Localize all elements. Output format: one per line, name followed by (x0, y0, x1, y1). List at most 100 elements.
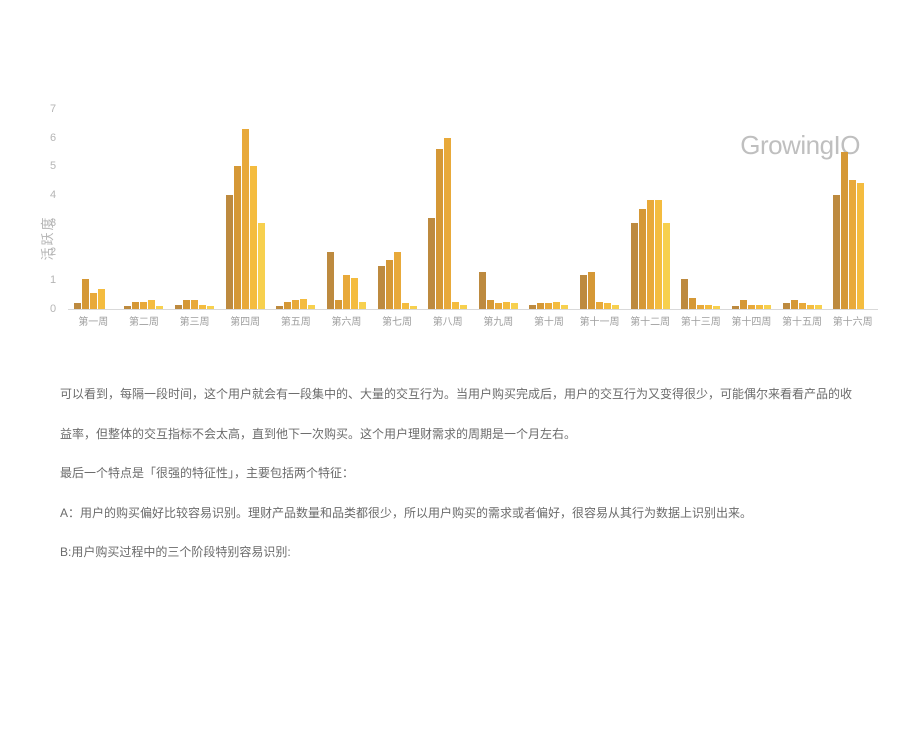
y-tick: 4 (50, 189, 56, 201)
activity-chart: GrowingIO 活跃度 第一周第二周第三周第四周第五周第六周第七周第八周第九… (30, 100, 890, 350)
bar (647, 200, 654, 309)
bar (511, 303, 518, 309)
y-tick: 2 (50, 246, 56, 258)
bar (841, 152, 848, 309)
bar (588, 272, 595, 309)
bar-group: 第十六周 (827, 110, 878, 309)
bar (553, 302, 560, 309)
bar-group: 第七周 (372, 110, 423, 309)
bar (689, 298, 696, 309)
bar (748, 305, 755, 309)
bar (378, 266, 385, 309)
bar (410, 306, 417, 309)
bar-group: 第五周 (271, 110, 322, 309)
bar (284, 302, 291, 309)
bar (335, 300, 342, 309)
bar (604, 303, 611, 309)
bar-group: 第二周 (119, 110, 170, 309)
bar (444, 138, 451, 309)
bar (791, 300, 798, 309)
plot-area: 第一周第二周第三周第四周第五周第六周第七周第八周第九周第十周第十一周第十二周第十… (68, 110, 878, 310)
bar (849, 180, 856, 309)
bar (308, 305, 315, 309)
x-tick-label: 第十周 (534, 313, 564, 328)
bar (612, 305, 619, 309)
bar (697, 305, 704, 309)
bar (596, 302, 603, 309)
bar (663, 223, 670, 309)
x-tick-label: 第十六周 (833, 313, 873, 328)
bar (124, 306, 131, 309)
bar (436, 149, 443, 309)
bar (705, 305, 712, 309)
y-tick: 7 (50, 103, 56, 115)
bar (242, 129, 249, 309)
bar (764, 305, 771, 309)
bar (452, 302, 459, 309)
bar (207, 306, 214, 309)
x-tick-label: 第十二周 (630, 313, 670, 328)
bar (833, 195, 840, 309)
bar (815, 305, 822, 309)
bar-group: 第十三周 (676, 110, 727, 309)
bar (639, 209, 646, 309)
bar (258, 223, 265, 309)
y-tick: 6 (50, 132, 56, 144)
x-tick-label: 第十五周 (782, 313, 822, 328)
x-tick-label: 第四周 (230, 313, 260, 328)
x-tick-label: 第十一周 (580, 313, 620, 328)
y-tick: 1 (50, 274, 56, 286)
bar (681, 279, 688, 309)
bar (148, 300, 155, 309)
bar (479, 272, 486, 309)
y-tick: 5 (50, 160, 56, 172)
bar (580, 275, 587, 309)
x-tick-label: 第二周 (129, 313, 159, 328)
bar (343, 275, 350, 309)
bar-group: 第八周 (422, 110, 473, 309)
bar (327, 252, 334, 309)
x-tick-label: 第三周 (180, 313, 210, 328)
bar (74, 303, 81, 309)
paragraph: 可以看到，每隔一段时间，这个用户就会有一段集中的、大量的交互行为。当用户购买完成… (60, 378, 860, 412)
x-tick-label: 第十四周 (731, 313, 771, 328)
bar (740, 300, 747, 309)
bar (857, 183, 864, 309)
bar-group: 第十一周 (574, 110, 625, 309)
bar (655, 200, 662, 309)
bar (234, 166, 241, 309)
bar-group: 第三周 (169, 110, 220, 309)
bar-groups: 第一周第二周第三周第四周第五周第六周第七周第八周第九周第十周第十一周第十二周第十… (68, 110, 878, 309)
bar-group: 第十二周 (625, 110, 676, 309)
bar (140, 302, 147, 309)
bar (292, 300, 299, 309)
bar-group: 第九周 (473, 110, 524, 309)
x-tick-label: 第十三周 (681, 313, 721, 328)
bar (460, 305, 467, 309)
bar-group: 第十四周 (726, 110, 777, 309)
x-tick-label: 第一周 (78, 313, 108, 328)
bar (732, 306, 739, 309)
bar (226, 195, 233, 309)
x-tick-label: 第九周 (483, 313, 513, 328)
bar (359, 302, 366, 309)
bar (191, 300, 198, 309)
body-text: 可以看到，每隔一段时间，这个用户就会有一段集中的、大量的交互行为。当用户购买完成… (60, 378, 860, 570)
bar (300, 299, 307, 309)
bar (90, 293, 97, 309)
bar (402, 303, 409, 309)
bar (799, 303, 806, 309)
bar (156, 306, 163, 309)
paragraph: B:用户购买过程中的三个阶段特别容易识别: (60, 536, 860, 570)
x-tick-label: 第五周 (281, 313, 311, 328)
bar (561, 305, 568, 309)
bar (487, 300, 494, 309)
bar (394, 252, 401, 309)
bar (807, 305, 814, 309)
y-tick: 0 (50, 303, 56, 315)
bar-group: 第六周 (321, 110, 372, 309)
bar (250, 166, 257, 309)
bar (713, 306, 720, 309)
bar (351, 278, 358, 309)
paragraph: 益率，但整体的交互指标不会太高，直到他下一次购买。这个用户理财需求的周期是一个月… (60, 418, 860, 452)
